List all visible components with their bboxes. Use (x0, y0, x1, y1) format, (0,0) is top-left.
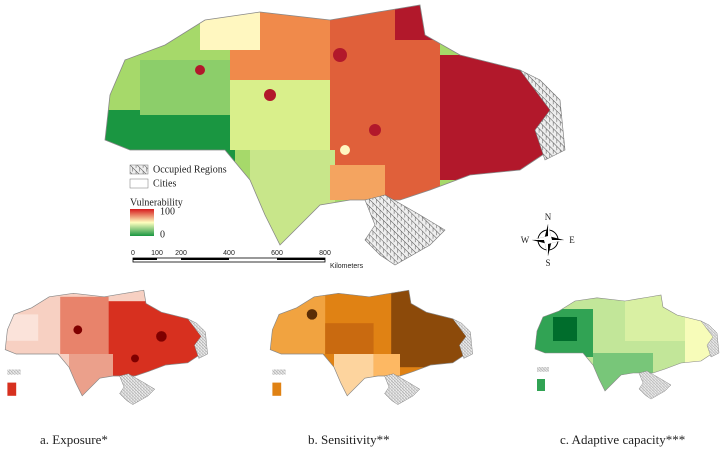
compass-label: S (545, 258, 550, 268)
exposure-map (4, 289, 208, 405)
adaptive-capacity-map (534, 294, 720, 400)
compass-label: E (569, 235, 575, 245)
compass: N S W E (521, 212, 576, 268)
legend: Occupied Regions Cities Vulnerability 10… (129, 164, 227, 240)
legend-swatch (129, 164, 149, 175)
legend-title: Vulnerability (130, 197, 183, 208)
compass-label: W (521, 235, 530, 245)
panel-caption: c. Adaptive capacity*** (560, 432, 685, 447)
legend-max: 100 (160, 206, 175, 217)
scale-label: 0 (131, 250, 135, 257)
legend-label: Occupied Regions (153, 164, 227, 175)
scale-label: 600 (271, 250, 283, 257)
sensitivity-map (269, 289, 473, 405)
panel-caption: b. Sensitivity** (308, 432, 390, 447)
main-map (104, 4, 566, 266)
scale-label: 400 (223, 250, 235, 257)
compass-label: N (545, 212, 552, 222)
scale-label: 200 (175, 250, 187, 257)
legend-swatch (129, 178, 149, 189)
legend-min: 0 (160, 229, 165, 240)
scale-label: 100 (151, 250, 163, 257)
color-ramp (130, 209, 154, 236)
scale-bar: 0 100 200 400 600 800 Kilometers (131, 250, 364, 270)
panel-caption: a. Exposure* (40, 432, 108, 447)
scale-unit: Kilometers (330, 263, 364, 270)
scale-label: 800 (319, 250, 331, 257)
legend-label: Cities (153, 178, 176, 189)
